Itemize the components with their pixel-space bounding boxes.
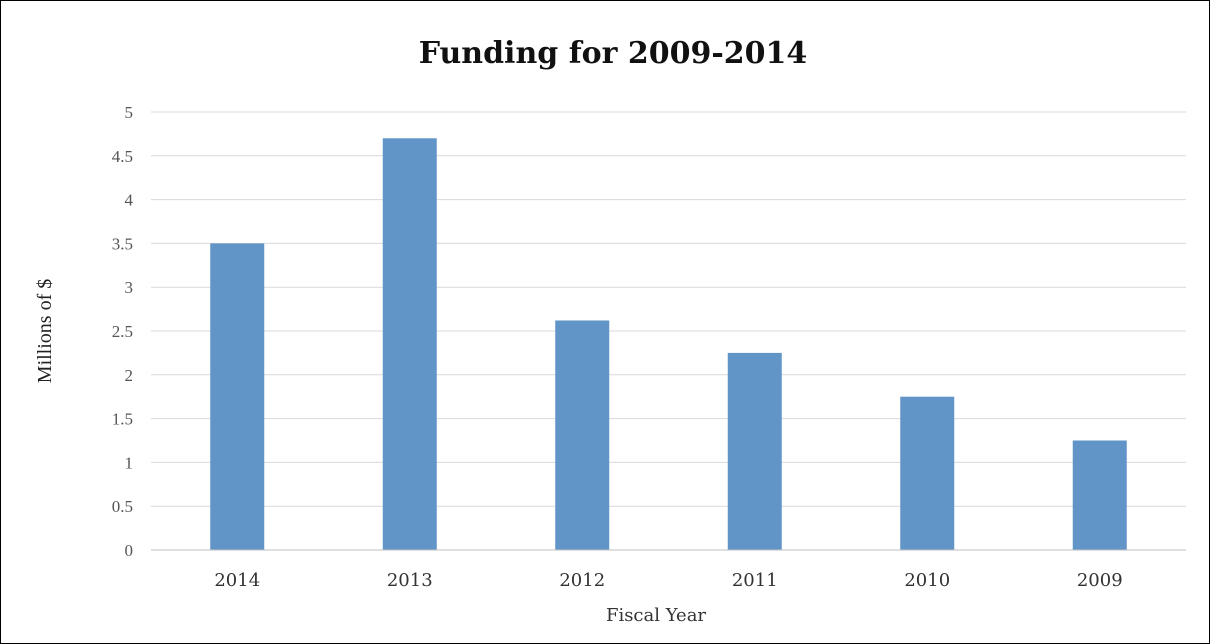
x-tick-label: 2013 [387, 570, 433, 591]
x-tick-label: 2011 [732, 570, 778, 591]
y-tick-label: 4 [125, 191, 134, 210]
y-tick-label: 3 [125, 278, 134, 297]
x-tick-label: 2014 [214, 570, 260, 591]
y-tick-label: 5 [125, 103, 134, 122]
y-axis-title: Millions of $ [34, 279, 56, 383]
y-tick-label: 0 [125, 541, 134, 560]
y-tick-label: 1 [125, 453, 134, 472]
y-tick-label: 2 [125, 366, 134, 385]
bars [210, 138, 1127, 550]
y-tick-label: 0.5 [112, 497, 133, 516]
bar-2013 [382, 138, 437, 550]
bar-2012 [555, 320, 610, 550]
bar-2014 [210, 243, 265, 550]
x-axis-ticks: 2014 2013 2012 2011 2010 2009 [214, 570, 1122, 591]
x-tick-label: 2009 [1077, 570, 1123, 591]
y-tick-label: 2.5 [112, 322, 133, 341]
bar-2010 [900, 396, 955, 550]
y-axis-ticks: 0 0.5 1 1.5 2 2.5 3 3.5 4 4.5 5 [112, 103, 134, 560]
gridlines [151, 111, 1186, 507]
bar-2009 [1072, 440, 1127, 550]
y-tick-label: 4.5 [112, 147, 133, 166]
y-tick-label: 1.5 [112, 410, 133, 429]
chart-title: Funding for 2009-2014 [419, 36, 808, 71]
bar-2011 [727, 352, 782, 550]
x-tick-label: 2012 [559, 570, 605, 591]
x-tick-label: 2010 [904, 570, 950, 591]
y-tick-label: 3.5 [112, 234, 133, 253]
x-axis-title: Fiscal Year [606, 605, 706, 626]
